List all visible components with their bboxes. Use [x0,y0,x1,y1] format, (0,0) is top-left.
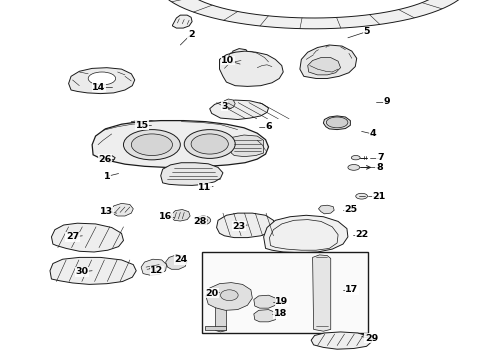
Ellipse shape [88,72,116,85]
Text: 13: 13 [100,207,113,216]
Text: 23: 23 [233,222,245,231]
Polygon shape [216,290,226,332]
Text: 2: 2 [188,30,195,39]
Polygon shape [220,51,283,86]
Polygon shape [231,135,264,157]
Text: 4: 4 [369,129,376,138]
FancyBboxPatch shape [202,252,368,333]
Text: 18: 18 [273,309,287,318]
Text: 3: 3 [221,102,228,111]
Polygon shape [318,205,334,214]
Text: 14: 14 [92,83,106,91]
Text: 26: 26 [98,154,112,163]
Text: 11: 11 [198,184,212,192]
Polygon shape [323,116,350,130]
Text: 8: 8 [376,163,383,172]
Polygon shape [172,210,190,221]
Polygon shape [254,295,275,308]
Polygon shape [206,283,252,310]
Polygon shape [300,45,357,78]
Text: 22: 22 [355,230,368,239]
Ellipse shape [184,130,235,158]
Text: 9: 9 [384,97,391,106]
Polygon shape [112,203,133,216]
Text: 27: 27 [66,233,79,241]
Ellipse shape [348,165,360,170]
Ellipse shape [191,134,228,154]
Polygon shape [141,259,167,275]
Text: 5: 5 [363,27,370,36]
Ellipse shape [356,193,368,199]
Text: 10: 10 [221,56,234,65]
Polygon shape [313,255,331,331]
Polygon shape [166,0,465,29]
Polygon shape [264,215,348,253]
Ellipse shape [123,130,180,160]
Text: 29: 29 [365,334,378,343]
Polygon shape [50,257,136,284]
Text: 16: 16 [159,212,172,221]
Ellipse shape [351,156,360,160]
Polygon shape [205,326,226,330]
Ellipse shape [196,216,211,225]
Polygon shape [233,49,249,60]
Text: 6: 6 [265,122,272,131]
Polygon shape [69,68,135,94]
Ellipse shape [220,290,238,301]
Text: 15: 15 [136,121,148,130]
Polygon shape [254,310,275,322]
Polygon shape [217,213,275,238]
Polygon shape [172,15,192,28]
Text: 24: 24 [174,256,188,264]
Text: 21: 21 [372,192,386,201]
Polygon shape [308,58,341,75]
Ellipse shape [131,134,172,156]
Polygon shape [145,121,157,128]
Text: 17: 17 [345,285,359,294]
Polygon shape [161,163,223,185]
Text: 25: 25 [344,205,357,214]
Polygon shape [311,332,371,349]
Polygon shape [223,99,235,109]
Ellipse shape [199,218,207,222]
Text: 19: 19 [275,297,289,306]
Polygon shape [51,223,123,252]
Text: 7: 7 [377,153,384,162]
Text: 1: 1 [103,172,110,181]
Polygon shape [92,121,269,167]
Polygon shape [210,100,269,120]
Text: 28: 28 [193,217,207,226]
Text: 30: 30 [76,267,89,276]
Polygon shape [131,121,143,128]
Ellipse shape [326,117,348,128]
Polygon shape [166,255,187,269]
Text: 20: 20 [205,289,218,298]
Text: 12: 12 [150,266,164,275]
